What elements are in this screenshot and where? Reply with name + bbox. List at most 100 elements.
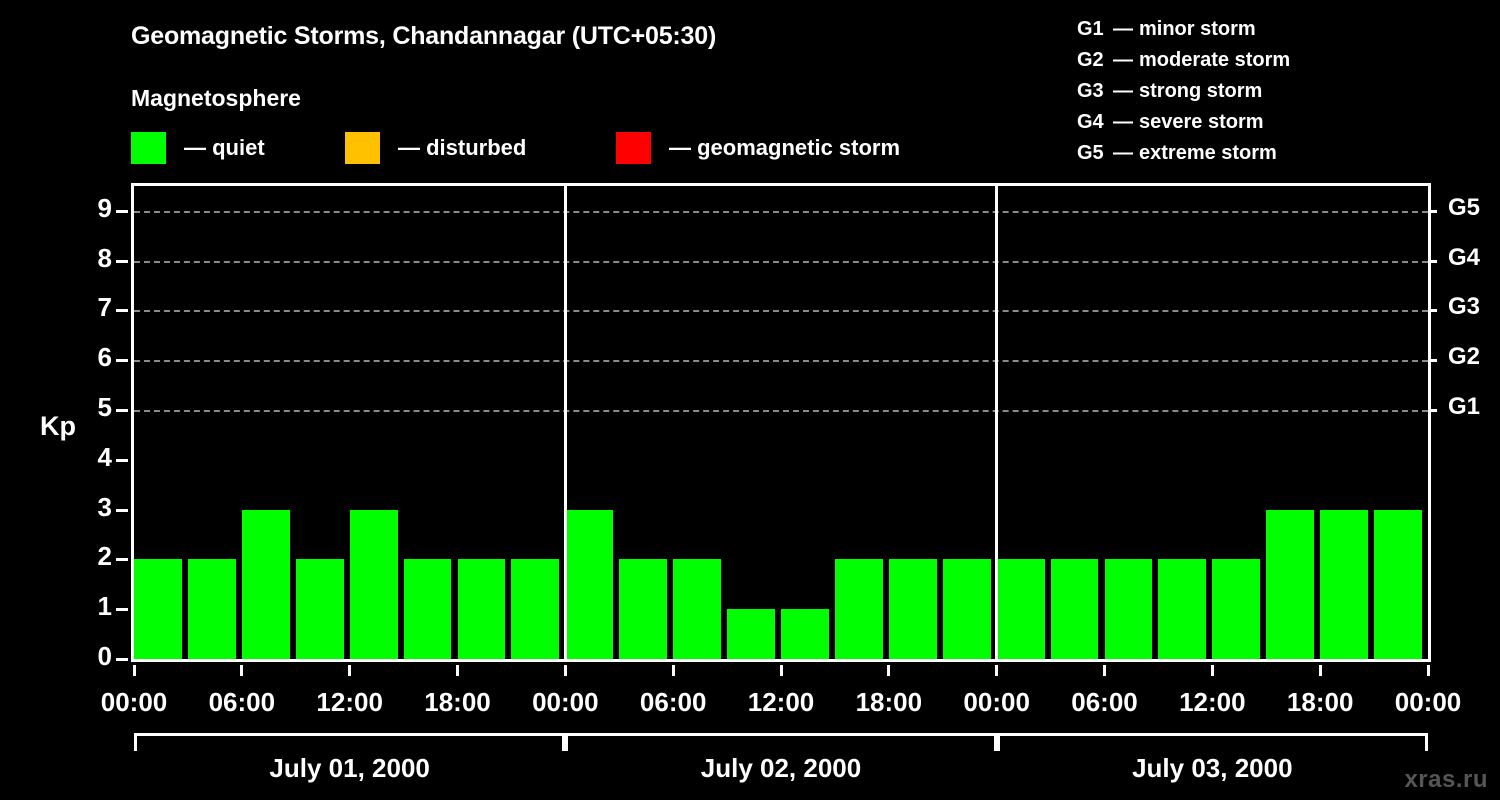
date-label: July 03, 2000 [1132, 753, 1293, 783]
gscale-separator: — [1113, 111, 1133, 133]
legend-entry-label: — geomagnetic storm [669, 135, 901, 160]
y-tick-label: 3 [97, 491, 112, 522]
g-tick-mark [1425, 259, 1437, 263]
g-tick-mark [1425, 409, 1437, 413]
x-tick-mark [1426, 665, 1430, 676]
y-tick-mark [116, 508, 128, 512]
kp-bar [996, 559, 1045, 659]
x-tick-mark [348, 665, 352, 676]
g-tick-label: G4 [1448, 243, 1481, 271]
g-tick-mark [1425, 209, 1437, 213]
gscale-separator: — [1113, 80, 1133, 102]
y-tick-label: 4 [97, 441, 112, 472]
day-separator [563, 186, 567, 659]
g-tick-label: G5 [1448, 193, 1481, 221]
legend-entry: — geomagnetic storm [616, 132, 900, 164]
y-tick-mark [116, 359, 128, 363]
gscale-description: extreme storm [1139, 142, 1277, 164]
gscale-description: severe storm [1139, 111, 1264, 133]
x-tick-label: 18:00 [855, 687, 923, 717]
storm-swatch [616, 132, 651, 164]
x-tick-label: 18:00 [1286, 687, 1354, 717]
kp-bar [727, 609, 775, 659]
y-tick-mark [116, 608, 128, 612]
legend-entry-label: — quiet [184, 135, 265, 160]
y-tick-mark [116, 309, 128, 313]
x-tick-label: 06:00 [1071, 687, 1138, 717]
kp-bar [295, 559, 344, 659]
x-tick-label: 00:00 [963, 687, 1030, 717]
x-tick-mark [995, 665, 999, 676]
gscale-description: strong storm [1139, 80, 1263, 102]
kp-bar [619, 559, 668, 659]
x-tick-label: 00:00 [532, 687, 599, 717]
y-tick-label: 6 [97, 342, 112, 373]
gscale-legend-row: G2 — moderate storm [1077, 45, 1290, 76]
y-tick-label: 1 [97, 591, 112, 622]
kp-bar [1374, 509, 1422, 659]
kp-bar [834, 559, 883, 659]
gridline [134, 260, 1428, 263]
gscale-legend-row: G4 — severe storm [1077, 107, 1290, 138]
date-label: July 02, 2000 [700, 753, 862, 783]
gscale-code: G5 [1077, 142, 1104, 164]
kp-bar [403, 559, 452, 659]
kp-bar [1320, 509, 1369, 659]
x-tick-mark [132, 665, 136, 676]
kp-bar [673, 559, 722, 659]
kp-bar [1050, 559, 1099, 659]
x-tick-label: 00:00 [1394, 687, 1462, 717]
watermark: xras.ru [1404, 766, 1488, 793]
x-tick-mark [1318, 665, 1322, 676]
g-tick-label: G1 [1448, 393, 1481, 421]
gridline [134, 360, 1428, 363]
kp-bar [187, 559, 236, 659]
g-tick-label: G2 [1448, 343, 1481, 371]
date-bracket [996, 733, 1428, 751]
plot-area [131, 183, 1431, 662]
x-tick-mark [563, 665, 567, 676]
gridline [134, 310, 1428, 313]
kp-bar [1158, 559, 1207, 659]
gscale-description: minor storm [1139, 18, 1256, 40]
page-title: Geomagnetic Storms, Chandannagar (UTC+05… [131, 22, 717, 50]
kp-bar [1266, 509, 1315, 659]
g-tick-label: G3 [1448, 293, 1481, 321]
quiet-swatch [131, 132, 166, 164]
disturbed-swatch [345, 132, 380, 164]
subsection-title: Magnetosphere [131, 85, 301, 111]
kp-bar [565, 509, 614, 659]
gscale-code: G3 [1077, 80, 1104, 102]
y-tick-label: 8 [97, 242, 112, 273]
y-tick-mark [116, 658, 128, 661]
gscale-code: G2 [1077, 49, 1104, 71]
date-bracket [565, 733, 997, 751]
g-tick-mark [1425, 309, 1437, 313]
kp-bar [457, 559, 506, 659]
gscale-separator: — [1113, 18, 1133, 40]
y-tick-label: 7 [97, 292, 112, 323]
y-tick-mark [116, 209, 128, 213]
gscale-legend-row: G5 — extreme storm [1077, 138, 1290, 169]
x-tick-mark [1103, 665, 1106, 676]
gscale-code: G1 [1077, 18, 1104, 40]
kp-bar [781, 609, 829, 659]
kp-bar [1104, 559, 1153, 659]
y-axis-title: Kp [40, 411, 76, 441]
day-separator [995, 186, 999, 659]
y-tick-mark [116, 259, 128, 263]
y-tick-mark [116, 558, 128, 562]
x-tick-mark [456, 665, 459, 676]
x-tick-label: 12:00 [316, 687, 383, 717]
date-label: July 01, 2000 [269, 753, 430, 783]
x-tick-mark [1210, 665, 1214, 676]
kp-bar [511, 559, 560, 659]
x-tick-label: 06:00 [208, 687, 276, 717]
kp-bar [349, 509, 398, 659]
y-tick-label: 2 [97, 541, 112, 572]
gscale-legend-row: G1 — minor storm [1077, 14, 1290, 45]
kp-bar [1212, 559, 1261, 659]
y-tick-label: 5 [97, 392, 112, 423]
x-tick-mark [779, 665, 783, 676]
gscale-description: moderate storm [1139, 49, 1291, 71]
